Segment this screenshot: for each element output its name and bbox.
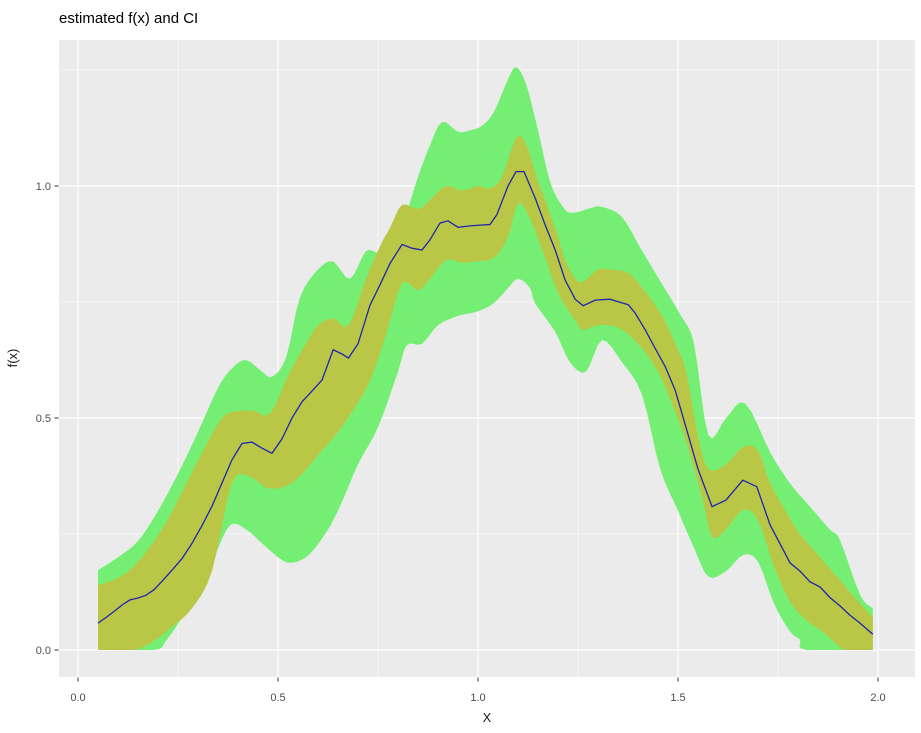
x-tick-label: 0.0 — [70, 692, 85, 704]
y-tick-label: 1.0 — [36, 181, 51, 193]
chart-title: estimated f(x) and CI — [59, 10, 198, 27]
x-tick-label: 1.0 — [470, 692, 485, 704]
outer-ci-band — [98, 67, 873, 650]
x-tick-label: 0.5 — [270, 692, 285, 704]
y-axis-title: f(x) — [5, 349, 20, 368]
inner-ci-band — [98, 135, 873, 650]
x-tick-label: 1.5 — [670, 692, 685, 704]
estimate-line — [97, 170, 874, 635]
y-tick-label: 0.0 — [36, 645, 51, 657]
axis-tick-labels: 0.0 0.5 1.0 1.5 2.0 0.0 0.5 1.0 — [36, 181, 886, 704]
x-tick-label: 2.0 — [870, 692, 885, 704]
data-layer — [97, 67, 874, 650]
axis-ticks — [54, 185, 879, 682]
y-tick-label: 0.5 — [36, 413, 51, 425]
x-axis-title: X — [483, 710, 492, 725]
